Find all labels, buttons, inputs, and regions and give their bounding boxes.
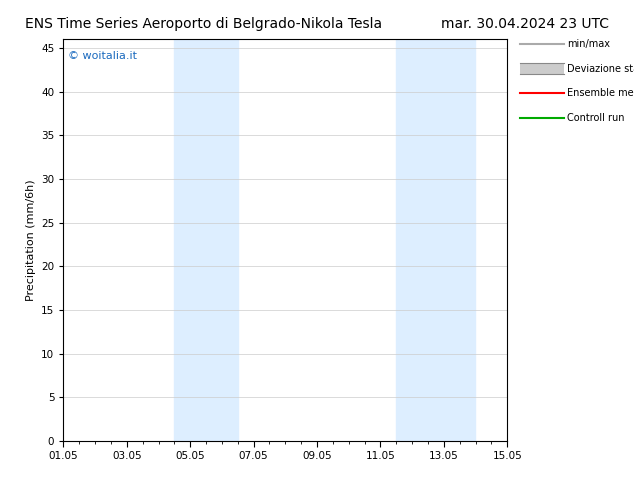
Bar: [396, 39, 444, 441]
Text: © woitalia.it: © woitalia.it: [68, 51, 137, 61]
Text: ENS Time Series Aeroporto di Belgrado-Nikola Tesla: ENS Time Series Aeroporto di Belgrado-Ni…: [25, 17, 382, 31]
Bar: [444, 39, 476, 441]
Y-axis label: Precipitation (mm/6h): Precipitation (mm/6h): [25, 179, 36, 301]
Text: Deviazione standard: Deviazione standard: [567, 64, 634, 74]
Bar: [174, 39, 238, 441]
Text: mar. 30.04.2024 23 UTC: mar. 30.04.2024 23 UTC: [441, 17, 609, 31]
Text: Ensemble mean run: Ensemble mean run: [567, 88, 634, 98]
Text: Controll run: Controll run: [567, 113, 625, 122]
Text: min/max: min/max: [567, 39, 611, 49]
